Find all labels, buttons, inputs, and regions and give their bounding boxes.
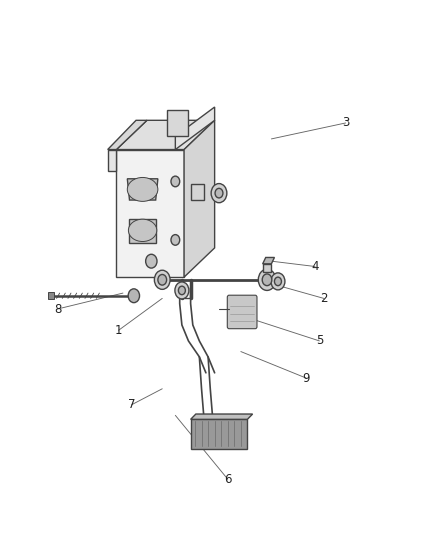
Text: 6: 6 [224, 473, 231, 486]
Circle shape [171, 176, 180, 187]
Text: 2: 2 [320, 292, 328, 305]
Circle shape [262, 274, 272, 286]
Polygon shape [108, 150, 117, 171]
FancyBboxPatch shape [227, 295, 257, 329]
Circle shape [158, 274, 166, 285]
Circle shape [178, 286, 185, 295]
Circle shape [271, 273, 285, 290]
Text: 4: 4 [311, 260, 319, 273]
Text: 1: 1 [115, 324, 122, 337]
Polygon shape [175, 107, 215, 150]
Text: 7: 7 [128, 398, 135, 411]
Circle shape [146, 254, 157, 268]
Circle shape [175, 282, 189, 299]
Text: 5: 5 [316, 334, 323, 348]
Polygon shape [117, 120, 215, 150]
Circle shape [258, 269, 276, 290]
Polygon shape [191, 414, 253, 419]
Bar [48, 292, 54, 300]
Polygon shape [191, 184, 204, 200]
Polygon shape [166, 110, 188, 136]
Polygon shape [191, 419, 247, 449]
Circle shape [154, 270, 170, 289]
Polygon shape [127, 179, 158, 200]
Circle shape [215, 188, 223, 198]
Polygon shape [108, 120, 147, 150]
Circle shape [128, 289, 140, 303]
Circle shape [275, 277, 282, 286]
Ellipse shape [127, 177, 158, 201]
Polygon shape [130, 219, 155, 243]
Circle shape [211, 183, 227, 203]
Ellipse shape [128, 219, 157, 241]
Polygon shape [263, 264, 272, 272]
Polygon shape [263, 257, 275, 264]
Polygon shape [117, 150, 184, 277]
Text: 9: 9 [303, 372, 310, 385]
Text: 3: 3 [342, 117, 349, 130]
Polygon shape [184, 120, 215, 277]
Circle shape [171, 235, 180, 245]
Text: 8: 8 [54, 303, 61, 316]
